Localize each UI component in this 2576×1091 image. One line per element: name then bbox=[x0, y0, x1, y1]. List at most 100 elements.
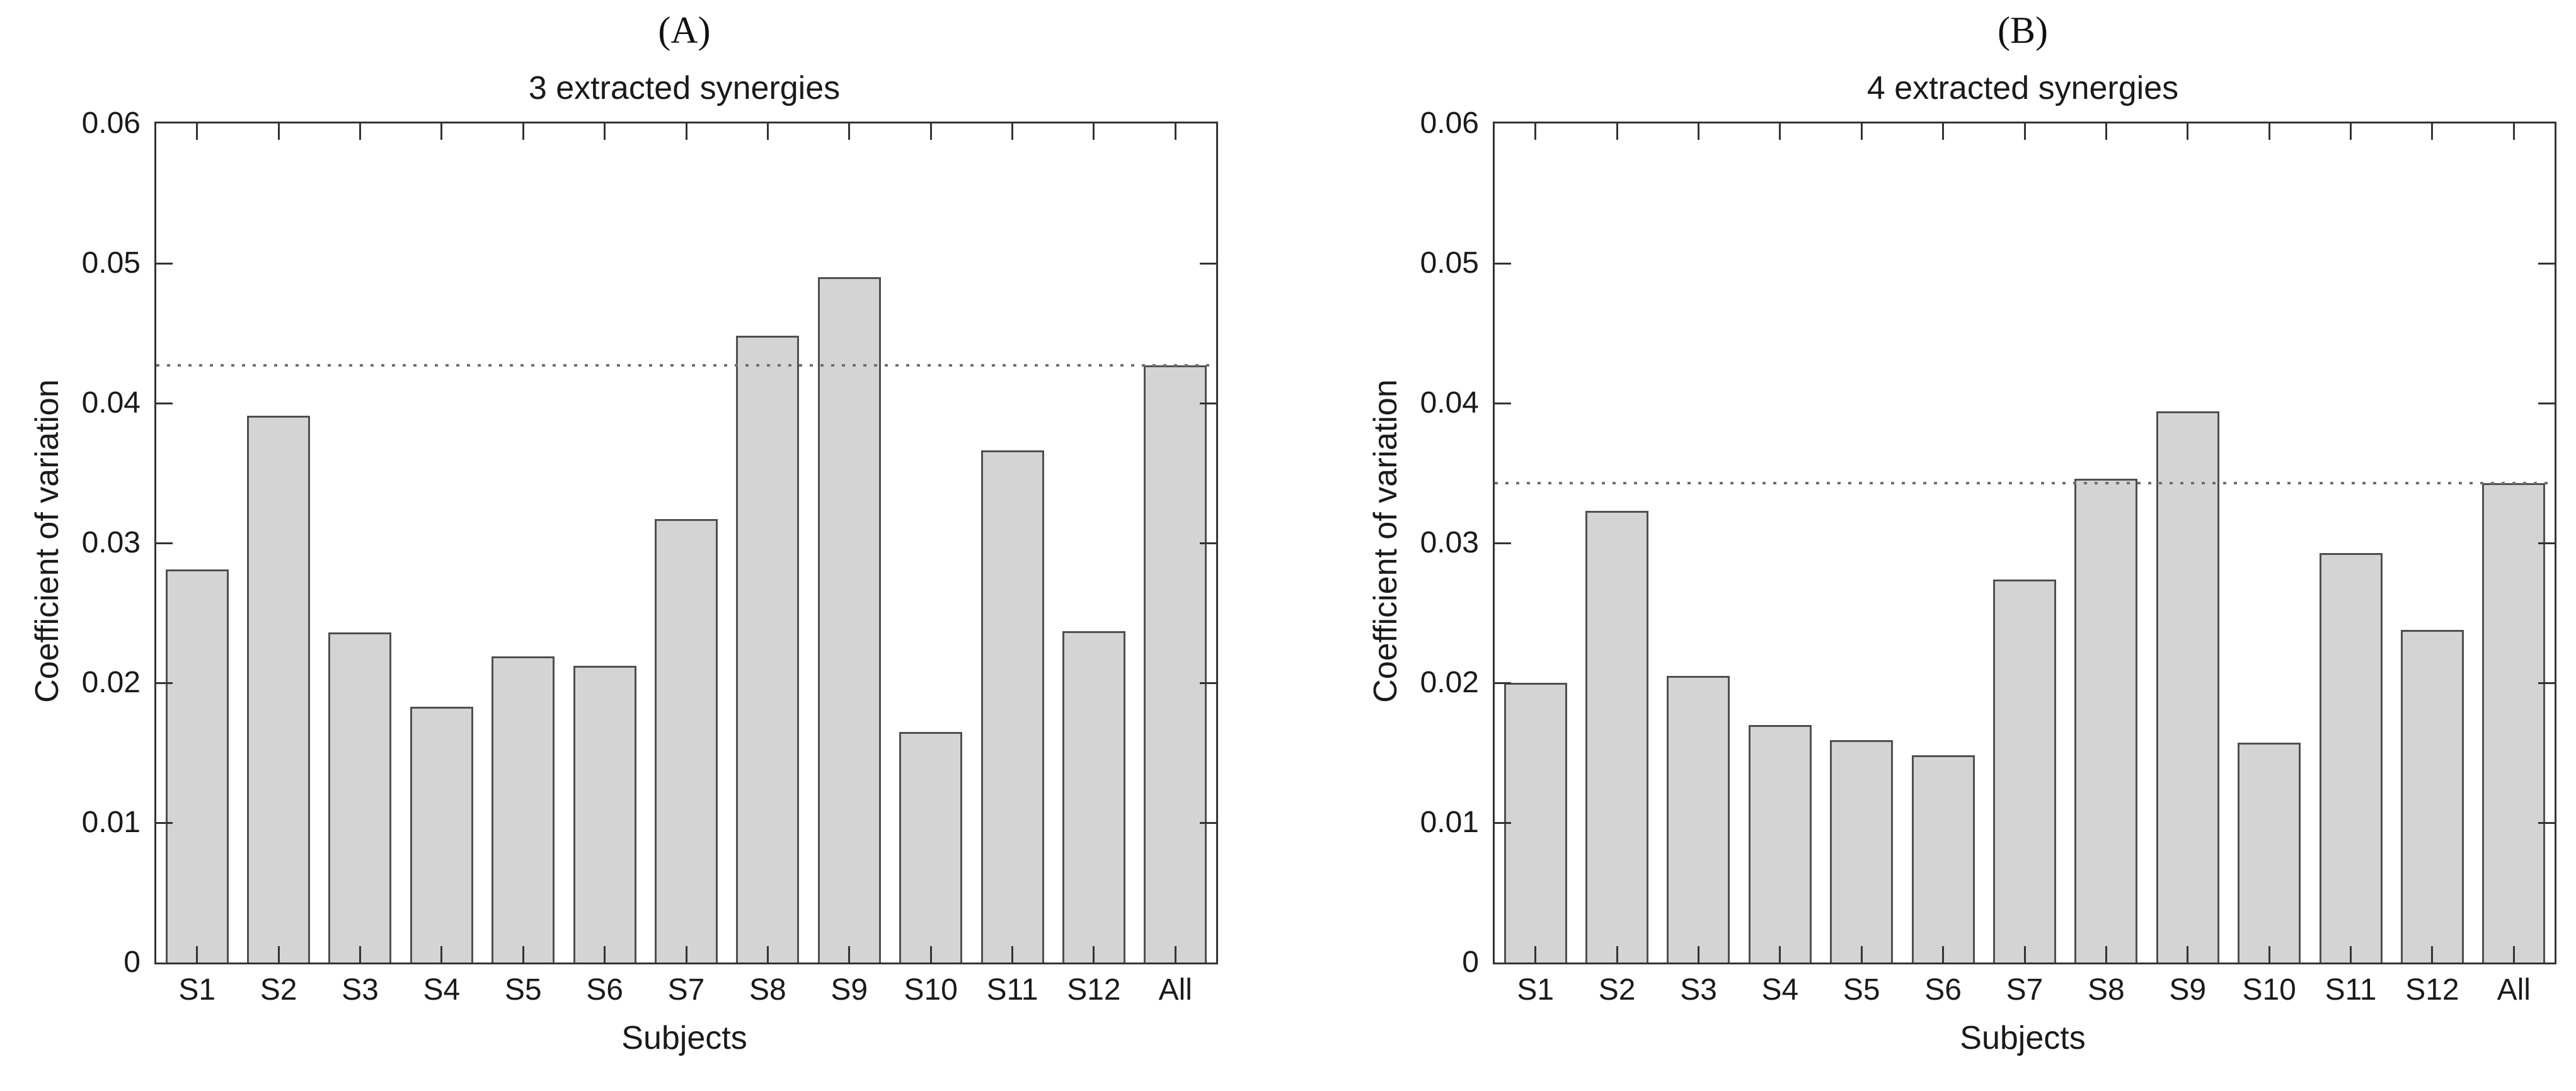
x-tick-top-S6 bbox=[1942, 123, 1945, 140]
y-tick-label-4: 0.04 bbox=[1420, 386, 1479, 420]
x-tick-bottom-S8 bbox=[2105, 946, 2107, 962]
x-tick-top-S1 bbox=[196, 123, 198, 140]
y-tick-left-4 bbox=[156, 402, 173, 404]
panel-a: (A) 3 extracted synergies Coefficient of… bbox=[29, 9, 1218, 1056]
x-tick-bottom-S4 bbox=[440, 946, 443, 962]
x-tick-bottom-S9 bbox=[2187, 946, 2189, 962]
x-tick-bottom-S11 bbox=[1011, 946, 1014, 962]
x-tick-top-All bbox=[1174, 123, 1176, 140]
x-tick-bottom-S4 bbox=[1779, 946, 1781, 962]
x-tick-label-S6: S6 bbox=[1924, 973, 1962, 1007]
x-tick-label-S11: S11 bbox=[2325, 973, 2377, 1007]
x-tick-top-S3 bbox=[1697, 123, 1699, 140]
x-tick-label-S12: S12 bbox=[1067, 973, 1121, 1007]
y-tick-label-1: 0.01 bbox=[81, 806, 141, 839]
x-tick-top-S6 bbox=[604, 123, 606, 140]
x-tick-top-S2 bbox=[277, 123, 280, 140]
bar-S6 bbox=[573, 666, 636, 962]
x-axis-label-b: Subjects bbox=[1960, 1020, 2086, 1056]
x-tick-label-S5: S5 bbox=[1843, 973, 1880, 1007]
y-tick-left-1 bbox=[1495, 821, 1511, 824]
bar-S6 bbox=[1911, 755, 1975, 962]
x-tick-top-S2 bbox=[1616, 123, 1618, 140]
y-tick-label-4: 0.04 bbox=[81, 386, 141, 420]
y-tick-label-0: 0 bbox=[1462, 945, 1479, 979]
x-tick-bottom-S2 bbox=[277, 946, 280, 962]
x-tick-top-S7 bbox=[685, 123, 687, 140]
x-tick-top-S5 bbox=[522, 123, 524, 140]
x-tick-bottom-S6 bbox=[1942, 946, 1945, 962]
x-tick-bottom-S2 bbox=[1616, 946, 1618, 962]
y-tick-right-3 bbox=[2538, 542, 2555, 544]
x-tick-bottom-S7 bbox=[685, 946, 687, 962]
y-tick-left-3 bbox=[156, 542, 173, 544]
x-tick-top-S4 bbox=[1779, 123, 1781, 140]
y-tick-left-2 bbox=[1495, 682, 1511, 684]
bar-S1 bbox=[1504, 683, 1567, 962]
x-tick-top-All bbox=[2512, 123, 2515, 140]
x-tick-top-S9 bbox=[848, 123, 851, 140]
x-tick-label-S10: S10 bbox=[904, 973, 958, 1007]
x-tick-label-S1: S1 bbox=[178, 973, 216, 1007]
x-tick-label-S1: S1 bbox=[1517, 973, 1555, 1007]
x-tick-label-S4: S4 bbox=[423, 973, 461, 1007]
x-tick-bottom-S7 bbox=[2023, 946, 2026, 962]
bar-S8 bbox=[736, 336, 800, 962]
y-tick-right-4 bbox=[2538, 402, 2555, 404]
x-tick-top-S9 bbox=[2187, 123, 2189, 140]
x-tick-label-S8: S8 bbox=[749, 973, 786, 1007]
bar-S10 bbox=[2238, 743, 2301, 962]
x-tick-bottom-S11 bbox=[2350, 946, 2352, 962]
bar-All bbox=[2482, 483, 2546, 962]
bar-S7 bbox=[655, 519, 718, 962]
bar-S2 bbox=[247, 415, 311, 962]
x-tick-label-S8: S8 bbox=[2088, 973, 2125, 1007]
bar-S7 bbox=[1993, 579, 2056, 962]
y-tick-label-2: 0.02 bbox=[1420, 666, 1479, 699]
y-tick-label-6: 0.06 bbox=[1420, 106, 1479, 140]
x-tick-top-S10 bbox=[929, 123, 932, 140]
x-tick-top-S10 bbox=[2268, 123, 2270, 140]
x-tick-bottom-S1 bbox=[196, 946, 198, 962]
bar-S4 bbox=[410, 706, 473, 962]
x-tick-label-S12: S12 bbox=[2405, 973, 2459, 1007]
y-tick-right-1 bbox=[2538, 821, 2555, 824]
x-tick-label-All: All bbox=[2497, 973, 2531, 1007]
y-tick-label-5: 0.05 bbox=[81, 246, 141, 280]
mean-dotted-line bbox=[156, 364, 1216, 367]
x-tick-top-S7 bbox=[2023, 123, 2026, 140]
plot-area-b: S1 S2 S3 S4 S5 S6 S7 S8 S9 S10 S11 S12 All 0 0.01 0.02 0… bbox=[1420, 107, 2556, 1007]
bar-S10 bbox=[899, 731, 963, 962]
bar-S12 bbox=[1062, 631, 1125, 962]
x-tick-top-S8 bbox=[766, 123, 769, 140]
y-tick-right-5 bbox=[2538, 262, 2555, 265]
x-tick-bottom-S9 bbox=[848, 946, 851, 962]
x-tick-bottom-S10 bbox=[2268, 946, 2270, 962]
mean-dotted-line bbox=[1495, 481, 2555, 484]
x-tick-label-S9: S9 bbox=[2169, 973, 2207, 1007]
x-tick-bottom-S3 bbox=[1697, 946, 1699, 962]
x-tick-bottom-S1 bbox=[1534, 946, 1537, 962]
x-tick-bottom-S5 bbox=[522, 946, 524, 962]
x-tick-bottom-S12 bbox=[1093, 946, 1095, 962]
y-tick-label-0: 0 bbox=[124, 945, 141, 979]
y-tick-left-5 bbox=[156, 262, 173, 265]
bar-S3 bbox=[328, 632, 392, 962]
x-tick-top-S12 bbox=[2431, 123, 2434, 140]
y-tick-right-2 bbox=[1200, 682, 1216, 684]
y-tick-left-2 bbox=[156, 682, 173, 684]
panel-letter-a: (A) bbox=[658, 9, 711, 51]
x-tick-label-S7: S7 bbox=[2006, 973, 2044, 1007]
plot-area-a: S1 S2 S3 S4 S5 S6 S7 S8 S9 S10 S11 S12 All 0 0.01 0.02 0… bbox=[82, 107, 1218, 1007]
x-tick-bottom-S3 bbox=[359, 946, 361, 962]
x-tick-label-S2: S2 bbox=[260, 973, 297, 1007]
x-axis-label-a: Subjects bbox=[621, 1020, 747, 1056]
x-tick-bottom-S10 bbox=[929, 946, 932, 962]
x-tick-bottom-S12 bbox=[2431, 946, 2434, 962]
bar-S2 bbox=[1585, 510, 1649, 962]
y-tick-label-5: 0.05 bbox=[1420, 246, 1479, 280]
y-tick-label-3: 0.03 bbox=[81, 526, 141, 559]
x-tick-top-S12 bbox=[1093, 123, 1095, 140]
x-tick-top-S11 bbox=[1011, 123, 1014, 140]
